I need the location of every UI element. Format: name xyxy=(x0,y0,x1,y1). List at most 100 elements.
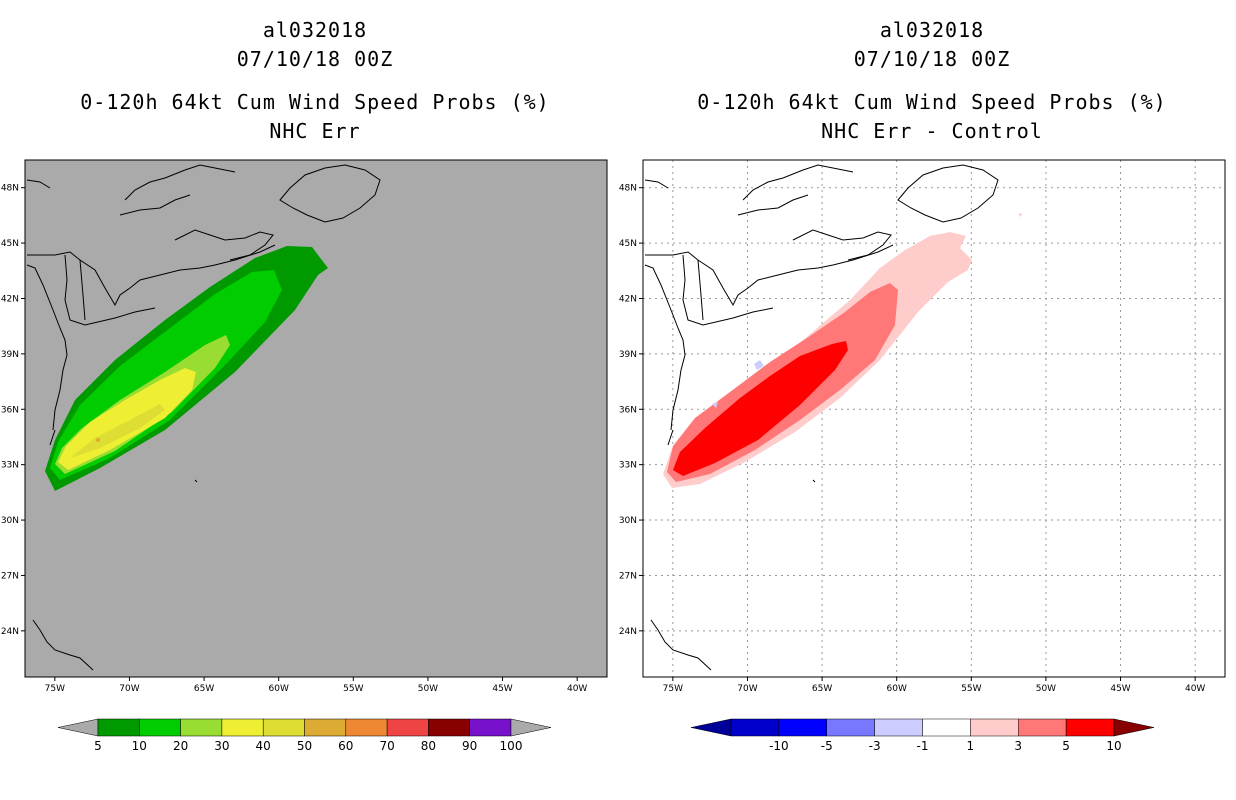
lat-tick-label: 36N xyxy=(1,405,19,415)
coastline-segment xyxy=(792,229,892,261)
lat-tick-label: 27N xyxy=(1,571,19,581)
left-axes: 24N 27N 30N 33N 36N 39N 42N 45N 48N 75W 70W 65W 60W 5… xyxy=(1,184,588,694)
right-contour-neg1b xyxy=(712,402,718,408)
coastline-segment xyxy=(279,164,381,223)
colorbar-segment xyxy=(874,718,923,737)
colorbar-label: 5 xyxy=(1062,739,1070,753)
left-coastlines xyxy=(26,164,381,671)
lat-tick-label: 36N xyxy=(619,405,637,415)
colorbar-below-arrow xyxy=(690,718,732,737)
colorbar-segment xyxy=(345,718,388,737)
colorbar-label: 20 xyxy=(173,739,188,753)
colorbar-below-arrow xyxy=(57,718,99,737)
coastline-segment xyxy=(644,179,669,189)
colorbar-segment xyxy=(180,718,223,737)
coastline-segment xyxy=(742,164,854,201)
right-contour-pos1c xyxy=(1018,213,1022,217)
coastline-segment xyxy=(119,194,191,216)
right-difference-field xyxy=(663,213,1022,488)
lon-tick-label: 65W xyxy=(194,684,214,694)
lat-tick-label: 48N xyxy=(619,184,637,194)
coastline-segment xyxy=(682,254,774,326)
right-product-subtitle: NHC Err - Control xyxy=(821,119,1043,143)
lon-tick-label: 55W xyxy=(961,684,981,694)
lon-tick-label: 70W xyxy=(737,684,757,694)
coastline-segment xyxy=(174,229,274,261)
left-map-frame xyxy=(24,159,608,678)
colorbar-label: -1 xyxy=(917,739,929,753)
right-axes: 24N 27N 30N 33N 36N 39N 42N 45N 48N 75W 70W 65W 60W 5… xyxy=(619,184,1206,694)
coastline-segment xyxy=(697,259,704,321)
colorbar-above-arrow xyxy=(510,718,552,737)
coastline-segment xyxy=(26,264,68,431)
colorbar-segment xyxy=(730,718,780,737)
lat-tick-label: 45N xyxy=(619,239,637,249)
colorbar-label: 30 xyxy=(214,739,229,753)
right-gridlines xyxy=(643,160,1225,677)
lon-tick-label: 60W xyxy=(269,684,289,694)
colorbar-segment xyxy=(922,718,971,737)
colorbar-label: 40 xyxy=(256,739,271,753)
colorbar-segment xyxy=(469,718,512,737)
colorbar-label: 50 xyxy=(297,739,312,753)
right-panel-title: al032018 07/10/18 00Z 0-120h 64kt Cum Wi… xyxy=(637,16,1227,146)
coastline-segment xyxy=(124,164,236,201)
coastline-segment xyxy=(897,164,999,223)
lat-tick-label: 24N xyxy=(1,627,19,637)
coastline-segment xyxy=(812,479,816,483)
lat-tick-label: 39N xyxy=(1,350,19,360)
colorbar-label: 100 xyxy=(500,739,523,753)
colorbar-segment xyxy=(970,718,1019,737)
colorbar-label: -5 xyxy=(821,739,833,753)
lon-tick-label: 60W xyxy=(887,684,907,694)
colorbar-segment xyxy=(304,718,347,737)
coastline-segment xyxy=(26,179,51,189)
colorbar-label: 1 xyxy=(967,739,975,753)
left-product-subtitle: NHC Err xyxy=(269,119,361,143)
lat-tick-label: 42N xyxy=(1,294,19,304)
left-valid-time: 07/10/18 00Z xyxy=(236,47,394,71)
right-map-frame xyxy=(642,159,1226,678)
lat-tick-label: 33N xyxy=(619,461,637,471)
colorbar-above-arrow xyxy=(1113,718,1155,737)
colorbar-label: -10 xyxy=(769,739,789,753)
left-contour-40 xyxy=(70,404,165,458)
colorbar-label: -3 xyxy=(869,739,881,753)
right-storm-id: al032018 xyxy=(879,18,985,42)
left-probability-field xyxy=(45,246,328,491)
lat-tick-label: 33N xyxy=(1,461,19,471)
left-contour-50-spot xyxy=(96,438,100,442)
coastline-segment xyxy=(79,259,86,321)
lon-tick-label: 75W xyxy=(663,684,683,694)
coastline-segment xyxy=(27,244,276,307)
colorbar-segment xyxy=(826,718,875,737)
lon-tick-label: 55W xyxy=(343,684,363,694)
colorbar-label: 90 xyxy=(462,739,477,753)
coastline-segment xyxy=(194,479,198,483)
lat-tick-label: 30N xyxy=(1,516,19,526)
lon-tick-label: 65W xyxy=(812,684,832,694)
colorbar-label: 80 xyxy=(421,739,436,753)
right-contour-pos5 xyxy=(673,341,848,476)
right-colorbar: -10 -5 -3 -1 1 3 5 10 xyxy=(690,718,1155,753)
lat-tick-label: 27N xyxy=(619,571,637,581)
colorbar-label: 5 xyxy=(94,739,102,753)
colorbar-segment xyxy=(221,718,264,737)
right-coastlines xyxy=(644,164,999,671)
lat-tick-label: 42N xyxy=(619,294,637,304)
lat-tick-label: 39N xyxy=(619,350,637,360)
colorbar-label: 10 xyxy=(1106,739,1121,753)
right-map-panel: 24N 27N 30N 33N 36N 39N 42N 45N 48N 75W 70W 65W 60W 5… xyxy=(619,159,1226,753)
colorbar-segment xyxy=(1018,718,1067,737)
left-map-panel: 24N 27N 30N 33N 36N 39N 42N 45N 48N 75W 70W 65W 60W 5… xyxy=(1,159,608,753)
colorbar-label: 60 xyxy=(338,739,353,753)
lon-tick-label: 45W xyxy=(1110,684,1130,694)
lon-tick-label: 45W xyxy=(492,684,512,694)
left-product-title: 0-120h 64kt Cum Wind Speed Probs (%) xyxy=(80,90,550,114)
colorbar-label: 10 xyxy=(132,739,147,753)
coastline-segment xyxy=(49,429,56,446)
left-storm-id: al032018 xyxy=(262,18,368,42)
coastline-segment xyxy=(650,619,712,671)
colorbar-segment xyxy=(428,718,470,737)
